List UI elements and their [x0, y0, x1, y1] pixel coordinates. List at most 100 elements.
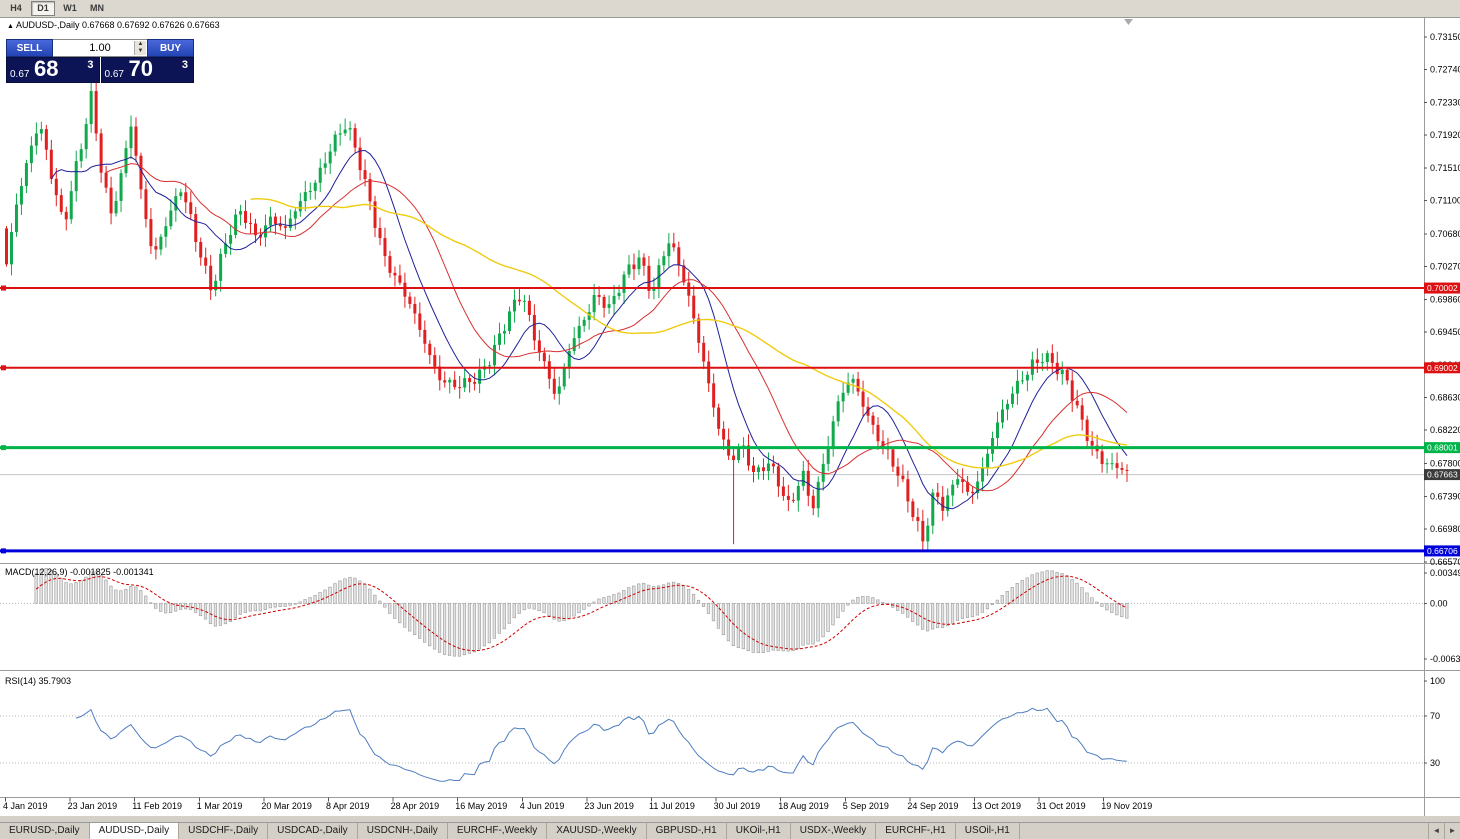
svg-text:11 Feb 2019: 11 Feb 2019 [132, 801, 182, 811]
svg-text:0.71510: 0.71510 [1430, 163, 1460, 173]
chart-panels-background [0, 17, 1460, 816]
svg-text:0.67800: 0.67800 [1430, 459, 1460, 469]
svg-text:1 Mar 2019: 1 Mar 2019 [197, 801, 243, 811]
volume-input[interactable]: 1.00 ▲ ▼ [53, 39, 147, 57]
sell-price-small: 0.67 [10, 69, 30, 80]
chart-tab[interactable]: USDCAD-,Daily [268, 823, 358, 839]
svg-text:0.73150: 0.73150 [1430, 32, 1460, 42]
rsi-value: 35.7903 [38, 676, 72, 686]
chart-symbol-period: AUDUSD-,Daily [15, 20, 80, 30]
chart-tab[interactable]: USOil-,H1 [956, 823, 1020, 839]
timeframe-button-mn[interactable]: MN [90, 3, 104, 13]
svg-text:23 Jan 2019: 23 Jan 2019 [68, 801, 118, 811]
svg-text:0.71920: 0.71920 [1430, 130, 1460, 140]
timeframe-button-h4[interactable]: H4 [10, 3, 22, 13]
chart-tab[interactable]: USDCHF-,Daily [179, 823, 269, 839]
chart-tab[interactable]: EURCHF-,Weekly [448, 823, 548, 839]
svg-text:0.71100: 0.71100 [1430, 195, 1460, 205]
svg-text:0.72740: 0.72740 [1430, 65, 1460, 75]
sell-button[interactable]: SELL [6, 39, 53, 57]
moving-average-line [50, 149, 1128, 510]
candles-layer [5, 80, 1129, 551]
svg-text:30 Jul 2019: 30 Jul 2019 [714, 801, 761, 811]
line-handle[interactable] [1, 285, 6, 291]
line-handle[interactable] [1, 548, 6, 554]
chart-tab[interactable]: AUDUSD-,Daily [89, 823, 180, 839]
svg-text:0.68001: 0.68001 [1427, 443, 1458, 453]
volume-spinner: ▲ ▼ [134, 41, 146, 55]
macd-histogram [34, 567, 1129, 657]
svg-text:13 Oct 2019: 13 Oct 2019 [972, 801, 1021, 811]
buy-price-small: 0.67 [104, 69, 124, 80]
chart-tab[interactable]: GBPUSD-,H1 [647, 823, 727, 839]
svg-text:-0.00637: -0.00637 [1430, 654, 1460, 664]
svg-text:0.70270: 0.70270 [1430, 262, 1460, 272]
svg-text:5 Sep 2019: 5 Sep 2019 [843, 801, 889, 811]
svg-text:0.66980: 0.66980 [1430, 524, 1460, 534]
buy-price-big: 70 [128, 56, 153, 81]
tab-scroll-right-icon[interactable]: ► [1444, 823, 1460, 839]
svg-text:0.72330: 0.72330 [1430, 97, 1460, 107]
tab-scroll-left-icon[interactable]: ◄ [1428, 823, 1444, 839]
timeframe-button-w1[interactable]: W1 [63, 3, 77, 13]
svg-text:70: 70 [1430, 711, 1440, 721]
moving-average-line [250, 197, 1128, 469]
svg-text:0.69860: 0.69860 [1430, 294, 1460, 304]
svg-text:0.67663: 0.67663 [1427, 470, 1458, 480]
price-tag [1424, 362, 1460, 374]
chart-tabs: EURUSD-,Daily AUDUSD-,Daily USDCHF-,Daily U… [0, 823, 1020, 839]
buy-price-sup: 3 [181, 59, 188, 71]
chart-tab[interactable]: USDX-,Weekly [791, 823, 877, 839]
macd-indicator-label: MACD(12,26,9) -0.001825 -0.001341 [5, 567, 154, 577]
svg-text:8 Apr 2019: 8 Apr 2019 [326, 801, 370, 811]
buy-price-display[interactable]: 0.67 70 3 [100, 56, 194, 83]
rsi-axis: 100 70 30 [1424, 676, 1445, 768]
chart-tab[interactable]: UKOil-,H1 [727, 823, 791, 839]
svg-text:4 Jan 2019: 4 Jan 2019 [3, 801, 48, 811]
chart-tab[interactable]: EURCHF-,H1 [876, 823, 956, 839]
tab-scroll-arrows: ◄ ► [1428, 823, 1460, 839]
svg-text:30: 30 [1430, 758, 1440, 768]
rsi-line [75, 707, 1127, 782]
symbol-icon: ▲ [7, 23, 14, 30]
svg-text:23 Jun 2019: 23 Jun 2019 [584, 801, 634, 811]
buy-button[interactable]: BUY [147, 39, 194, 57]
volume-down-icon[interactable]: ▼ [135, 48, 146, 55]
price-tag [1424, 282, 1460, 294]
svg-text:0.69450: 0.69450 [1430, 327, 1460, 337]
svg-text:0.67390: 0.67390 [1430, 491, 1460, 501]
chart-tab[interactable]: USDCNH-,Daily [358, 823, 448, 839]
macd-name: MACD(12,26,9) [5, 567, 68, 577]
chart-shift-marker-icon[interactable] [1124, 19, 1133, 25]
svg-text:0.66570: 0.66570 [1430, 557, 1460, 567]
svg-text:0.68630: 0.68630 [1430, 392, 1460, 402]
svg-text:0.00: 0.00 [1430, 598, 1448, 608]
price-axis: 0.73150 0.72740 0.72330 0.71920 0.71510 0.711… [1424, 32, 1460, 567]
timeframe-button-d1[interactable]: D1 [31, 1, 55, 16]
timeframe-toolbar: H4 D1 W1 MN [0, 0, 1460, 18]
svg-text:18 Aug 2019: 18 Aug 2019 [778, 801, 829, 811]
one-click-trading-panel: SELL 1.00 ▲ ▼ BUY 0.67 68 3 0.67 70 3 [6, 39, 194, 83]
line-handle[interactable] [1, 365, 6, 371]
svg-text:19 Nov 2019: 19 Nov 2019 [1101, 801, 1152, 811]
svg-text:28 Apr 2019: 28 Apr 2019 [391, 801, 440, 811]
svg-text:4 Jun 2019: 4 Jun 2019 [520, 801, 565, 811]
svg-text:11 Jul 2019: 11 Jul 2019 [649, 801, 695, 811]
svg-text:16 May 2019: 16 May 2019 [455, 801, 507, 811]
volume-value: 1.00 [89, 42, 111, 54]
price-tag [1424, 442, 1460, 454]
svg-text:0.69002: 0.69002 [1427, 363, 1458, 373]
volume-up-icon[interactable]: ▲ [135, 41, 146, 48]
svg-text:100: 100 [1430, 676, 1445, 686]
rsi-indicator-label: RSI(14) 35.7903 [5, 676, 71, 686]
macd-axis: 0.00349 0.00 -0.00637 [1424, 568, 1460, 664]
chart-tab[interactable]: EURUSD-,Daily [0, 823, 90, 839]
svg-text:0.66706: 0.66706 [1427, 546, 1458, 556]
chart-tab[interactable]: XAUUSD-,Weekly [547, 823, 647, 839]
sell-price-big: 68 [34, 56, 59, 81]
svg-text:0.70680: 0.70680 [1430, 229, 1460, 239]
line-handle[interactable] [1, 445, 6, 451]
sell-price-display[interactable]: 0.67 68 3 [6, 56, 100, 83]
chart-title: ▲ AUDUSD-,Daily 0.67668 0.67692 0.67626 0… [7, 20, 220, 30]
